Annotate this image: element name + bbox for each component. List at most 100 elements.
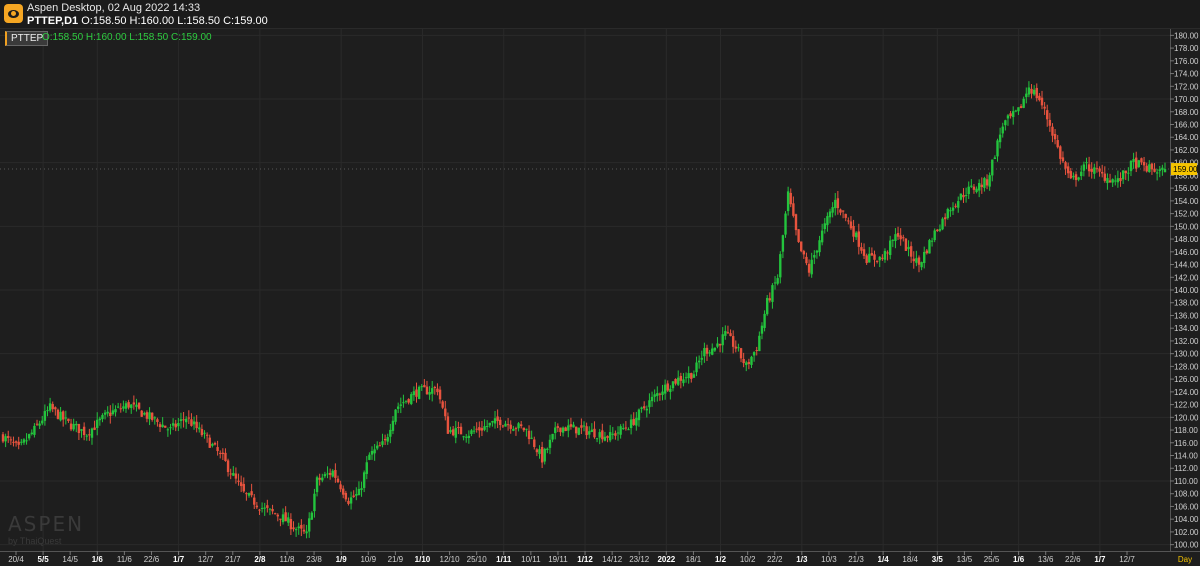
candle-body xyxy=(61,411,65,420)
candle-body xyxy=(551,433,554,440)
candle-body xyxy=(899,235,902,240)
candle-body xyxy=(705,347,709,354)
candle-body xyxy=(936,229,939,232)
candle-body xyxy=(46,410,49,412)
candle-body xyxy=(873,254,876,260)
candle-body xyxy=(533,439,536,447)
candle-body xyxy=(530,437,533,439)
candle-body xyxy=(569,424,573,427)
candle-body xyxy=(336,478,340,483)
candle-body xyxy=(161,424,164,428)
candle-body xyxy=(281,514,285,523)
candle-body xyxy=(684,377,688,379)
candle-body xyxy=(970,185,973,187)
candle-body xyxy=(208,437,211,448)
candle-body xyxy=(886,252,889,254)
candle-body xyxy=(352,495,355,497)
symbol-tag[interactable]: PTTEP xyxy=(5,31,49,46)
candle-body xyxy=(760,325,764,334)
price-axis: 180.00 178.00 176.00 174.00 172.00 170.00 168.… xyxy=(1170,29,1199,551)
candle-body xyxy=(302,529,306,532)
x-tick-label: 18/4 xyxy=(902,555,918,564)
candle-body xyxy=(980,184,984,188)
candle-body xyxy=(457,426,460,428)
candle-body xyxy=(9,439,13,441)
candle-body xyxy=(951,207,955,211)
candle-body xyxy=(514,428,518,430)
x-tick-label: 21/3 xyxy=(848,555,864,564)
x-tick-label: 10/9 xyxy=(360,555,376,564)
candle-body xyxy=(1116,178,1120,183)
candle-body xyxy=(88,434,91,436)
candle-body xyxy=(318,477,321,480)
candle-body xyxy=(1142,161,1146,166)
candle-body xyxy=(637,409,641,421)
candle-body xyxy=(334,470,337,478)
candle-body xyxy=(792,203,795,216)
y-tick-label: 118.00 xyxy=(1174,426,1198,435)
candle-body xyxy=(868,253,871,263)
candle-body xyxy=(1001,126,1004,134)
x-tick-label: 11/6 xyxy=(117,555,133,564)
candle-body xyxy=(993,157,997,159)
candle-body xyxy=(1053,133,1057,140)
candle-body xyxy=(1150,163,1154,170)
candle-body xyxy=(1082,164,1086,171)
candle-body xyxy=(1153,168,1156,172)
x-tick-label: 3/5 xyxy=(932,555,944,564)
y-tick-label: 128.00 xyxy=(1174,362,1199,371)
candle-body xyxy=(716,343,719,347)
aspen-logo-icon[interactable] xyxy=(4,4,23,23)
candle-body xyxy=(1119,178,1122,182)
candle-body xyxy=(67,418,70,422)
candle-body xyxy=(177,422,180,427)
candle-body xyxy=(1129,160,1133,172)
y-tick-label: 172.00 xyxy=(1174,82,1199,91)
candle-body xyxy=(818,240,821,253)
candle-body xyxy=(543,448,546,462)
candle-body xyxy=(247,493,251,496)
candle-body xyxy=(43,411,47,421)
y-tick-label: 120.00 xyxy=(1174,413,1199,422)
candle-body xyxy=(1085,162,1088,164)
candle-body xyxy=(920,262,923,268)
candle-body xyxy=(1163,169,1167,173)
candle-body xyxy=(1048,119,1052,126)
candle-body xyxy=(836,198,840,209)
candle-body xyxy=(883,250,887,260)
candle-body xyxy=(619,426,622,435)
candle-body xyxy=(428,392,431,395)
candle-body xyxy=(279,518,282,520)
candle-body xyxy=(195,421,198,429)
candle-body xyxy=(525,428,528,430)
candle-body xyxy=(781,235,785,252)
candle-body xyxy=(69,423,73,430)
y-tick-label: 144.00 xyxy=(1174,261,1199,270)
candle-body xyxy=(98,418,102,421)
candle-body xyxy=(954,205,957,207)
candle-body xyxy=(239,482,243,487)
candle-body xyxy=(915,258,918,263)
candle-body xyxy=(776,278,779,284)
candle-body xyxy=(546,448,549,451)
candle-body xyxy=(158,424,162,428)
x-tick-label: 5/5 xyxy=(38,555,50,564)
candle-body xyxy=(687,373,690,379)
x-tick-label: 13/6 xyxy=(1038,555,1054,564)
candle-body xyxy=(407,399,410,403)
candle-body xyxy=(171,423,175,426)
candle-body xyxy=(211,443,214,446)
candle-body xyxy=(132,402,136,405)
x-tick-label: 2/8 xyxy=(254,555,266,564)
x-tick-label: 22/6 xyxy=(144,555,160,564)
candle-body xyxy=(695,362,698,373)
candle-body xyxy=(72,423,75,430)
candle-body xyxy=(331,470,334,477)
candle-body xyxy=(271,509,274,512)
symbol-info: PTTEP,D1 O:158.50 H:160.00 L:158.50 C:15… xyxy=(27,15,268,27)
last-price-tag xyxy=(1171,163,1197,176)
candle-body xyxy=(580,425,583,428)
watermark-by: by ThaiQuest xyxy=(8,536,62,546)
candle-body xyxy=(1074,174,1078,181)
